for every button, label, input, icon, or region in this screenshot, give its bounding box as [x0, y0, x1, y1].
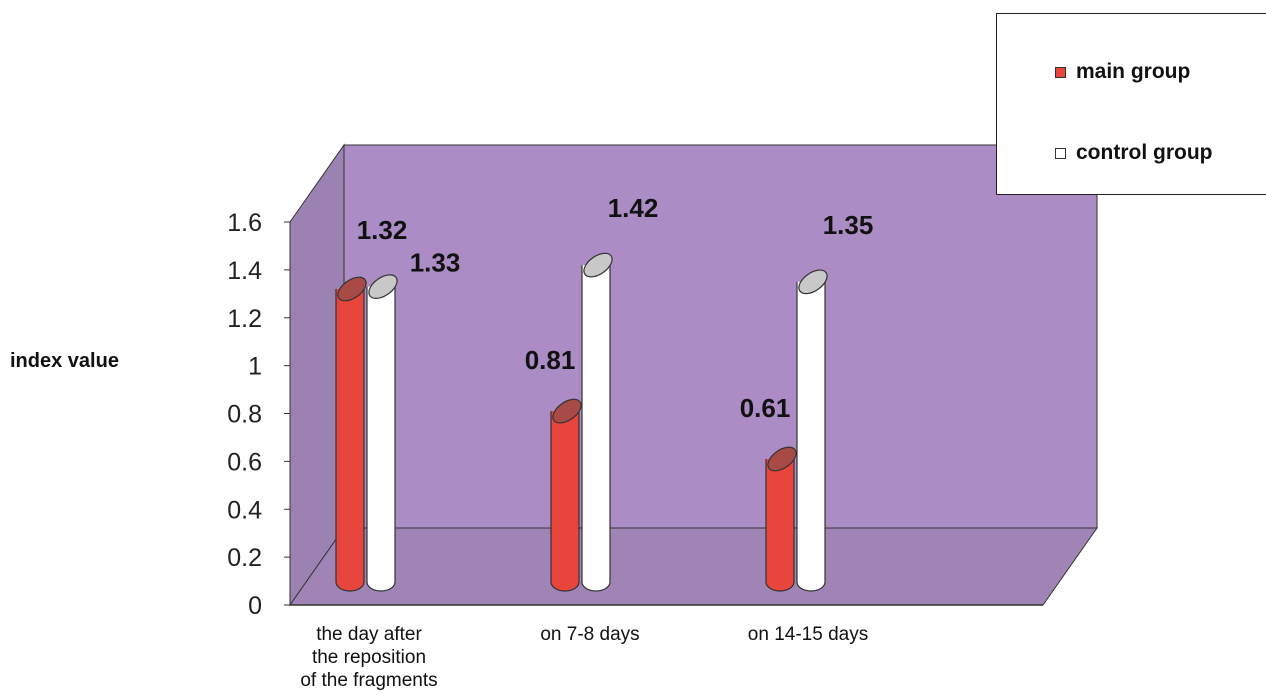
x-tick-label-line: the reposition [312, 647, 426, 668]
y-axis-label: index value [10, 350, 119, 372]
legend-swatch-main [1055, 66, 1066, 78]
data-label: 0.81 [525, 345, 576, 375]
x-tick-label: the day after the reposition of the fragme… [300, 624, 437, 691]
x-tick-label-line: on 14-15 days [748, 624, 868, 645]
legend-label-main: main group [1076, 60, 1191, 83]
floor [289, 527, 1098, 606]
bar-body [550, 411, 580, 592]
x-tick-label: on 7-8 days [540, 624, 639, 645]
y-tick-label: 0.6 [227, 448, 262, 476]
data-label: 0.61 [740, 393, 791, 423]
bar-top [552, 398, 582, 424]
y-tick-label: 0.2 [227, 544, 262, 572]
data-labels: 1.321.33 0.81 1.42 0.61 1.35 [357, 193, 874, 423]
bar-body [581, 265, 611, 592]
bar-top [368, 274, 398, 300]
bar-top [767, 446, 797, 472]
bar-body [765, 458, 795, 592]
legend-item-control-group: control group [1055, 141, 1212, 165]
y-tick-label: 1.2 [227, 305, 262, 333]
bar-top [337, 276, 367, 302]
data-label: 1.32 [357, 215, 408, 245]
x-tick-label: on 14-15 days [748, 624, 868, 645]
bar-main-2 [765, 446, 797, 592]
y-tick-label: 0.4 [227, 496, 262, 524]
bars [335, 252, 828, 592]
bar-body [796, 281, 826, 592]
legend: main group control group [996, 13, 1266, 195]
bar-body [335, 289, 365, 592]
bar-top [798, 269, 828, 295]
back-wall [343, 144, 1098, 529]
y-tick-label: 1 [248, 353, 262, 381]
bar-top [583, 252, 613, 278]
bar-main-1 [550, 398, 582, 592]
x-tick-label-line: the day after [316, 624, 422, 645]
bar-control-1 [581, 252, 613, 592]
data-label: 1.35 [823, 210, 874, 240]
y-tick-label: 1.4 [227, 257, 262, 285]
y-tick-label: 0.8 [227, 401, 262, 429]
legend-item-main-group: main group [1055, 60, 1190, 84]
data-label: 1.33 [410, 248, 461, 278]
chart-walls [289, 143, 1098, 607]
x-axis-labels: the day after the reposition of the fragme… [300, 624, 868, 691]
bar-body [366, 286, 396, 592]
bar-control-2 [796, 269, 828, 592]
data-label: 1.42 [608, 193, 659, 223]
y-axis: 00.20.40.60.811.21.41.6 [227, 209, 1043, 620]
legend-swatch-control [1055, 147, 1066, 159]
bar-control-0 [366, 274, 398, 592]
y-tick-label: 0 [248, 592, 262, 620]
x-tick-label-line: on 7-8 days [540, 624, 639, 645]
legend-label-control: control group [1076, 141, 1213, 164]
bar-main-0 [335, 276, 367, 592]
x-tick-label-line: of the fragments [300, 670, 437, 691]
y-tick-label: 1.6 [227, 209, 262, 237]
